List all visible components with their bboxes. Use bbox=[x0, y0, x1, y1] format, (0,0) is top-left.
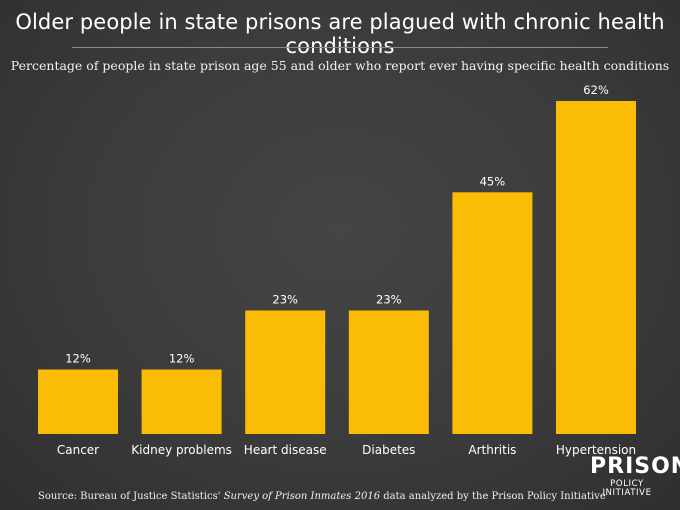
category-label-cancer: Cancer bbox=[57, 443, 99, 457]
chart-subtitle: Percentage of people in state prison age… bbox=[10, 58, 670, 73]
bar-diabetes bbox=[348, 310, 429, 434]
source-prefix: Source: Bureau of Justice Statistics' bbox=[38, 491, 224, 502]
data-label-diabetes: 23% bbox=[376, 293, 402, 307]
source-survey-name: Survey of Prison Inmates 2016 bbox=[223, 491, 381, 502]
bar-kidney-problems bbox=[141, 369, 222, 434]
chart-title: Older people in state prisons are plague… bbox=[15, 10, 665, 58]
prison-policy-initiative-logo: PRISON POLICY INITIATIVE bbox=[590, 454, 680, 498]
category-label-arthritis: Arthritis bbox=[468, 443, 516, 457]
logo-line2: POLICY INITIATIVE bbox=[602, 479, 652, 498]
category-label-heart-disease: Heart disease bbox=[244, 443, 327, 457]
category-label-kidney-problems: Kidney problems bbox=[131, 443, 232, 457]
data-label-arthritis: 45% bbox=[480, 174, 506, 188]
title-divider bbox=[72, 47, 608, 48]
bar-cancer bbox=[38, 369, 118, 434]
data-label-heart-disease: 23% bbox=[272, 293, 298, 307]
data-label-kidney-problems: 12% bbox=[169, 352, 195, 366]
category-label-diabetes: Diabetes bbox=[362, 443, 415, 457]
source-suffix: data analyzed by the Prison Policy Initi… bbox=[380, 491, 606, 502]
bar-heart-disease bbox=[245, 310, 326, 434]
source-note: Source: Bureau of Justice Statistics' Su… bbox=[38, 491, 606, 502]
logo-line1: PRISON bbox=[590, 454, 680, 479]
data-label-hypertension: 62% bbox=[583, 83, 609, 97]
data-label-cancer: 12% bbox=[65, 352, 91, 366]
category-label-hypertension: Hypertension bbox=[556, 443, 636, 457]
bar-arthritis bbox=[452, 192, 533, 434]
bar-hypertension bbox=[556, 101, 636, 434]
